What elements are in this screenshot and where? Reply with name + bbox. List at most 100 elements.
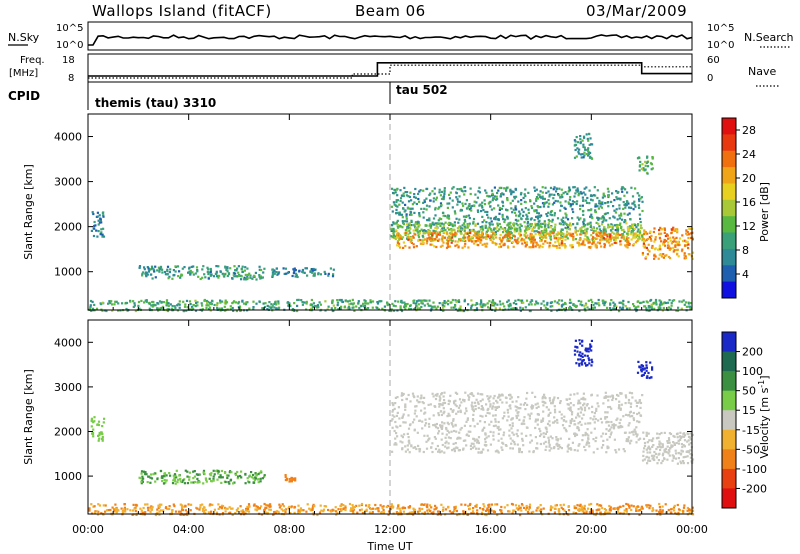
velocity-cell [591, 511, 594, 514]
power-cell [666, 234, 669, 237]
velocity-cell [619, 418, 622, 421]
power-cell [467, 205, 470, 208]
power-cell [507, 246, 510, 249]
velocity-cell [393, 443, 396, 446]
power-cell [579, 138, 582, 141]
power-cell [603, 218, 606, 221]
velocity-cell [421, 427, 424, 430]
velocity-cell [236, 470, 239, 474]
power-cell [540, 238, 543, 242]
velocity-cell [548, 445, 551, 448]
velocity-cell [602, 444, 605, 447]
velocity-cell [226, 476, 229, 479]
power-cell [510, 191, 513, 194]
power-cell [344, 299, 347, 302]
power-cell [492, 231, 495, 234]
power-cell [676, 309, 680, 312]
velocity-cell [188, 471, 191, 474]
power-cell [188, 300, 192, 303]
velocity-cell [151, 506, 154, 509]
power-cell [435, 224, 438, 227]
power-cell [642, 168, 645, 171]
velocity-cell [447, 412, 450, 415]
power-cell [532, 246, 535, 249]
velocity-cell [652, 444, 655, 447]
power-cell [158, 300, 162, 303]
power-cell [459, 227, 462, 230]
power-cell [107, 302, 110, 305]
power-cell [533, 186, 536, 189]
power-cell [683, 257, 686, 260]
velocity-cell [409, 423, 412, 426]
power-cell [174, 307, 177, 310]
velocity-cell [479, 400, 482, 403]
velocity-cell [142, 477, 145, 480]
velocity-cell [616, 393, 619, 397]
velocity-cell [487, 510, 490, 513]
power-cell [145, 275, 148, 278]
power-cell [638, 206, 641, 209]
power-cell [534, 245, 537, 248]
velocity-cell [437, 412, 440, 415]
velocity-cell [211, 503, 214, 506]
power-cell [560, 218, 563, 221]
velocity-cell [174, 482, 177, 485]
power-cell [172, 269, 175, 272]
power-cell [409, 304, 412, 307]
power-cell [404, 308, 407, 311]
velocity-cell [643, 447, 646, 450]
power-cell [450, 229, 453, 232]
power-cell [468, 222, 471, 225]
velocity-cell [530, 511, 533, 514]
velocity-cell [424, 411, 427, 414]
velocity-cell [686, 509, 689, 512]
velocity-cell [485, 403, 488, 406]
power-cell [579, 153, 582, 156]
power-cell [432, 223, 435, 226]
power-cell [618, 223, 621, 227]
velocity-cell [471, 401, 474, 404]
velocity-cell [418, 447, 421, 451]
power-cell [405, 215, 408, 218]
power-cell [667, 306, 671, 309]
power-cell [262, 302, 265, 305]
power-cell [166, 265, 170, 268]
velocity-cell [624, 402, 627, 405]
velocity-cell [669, 432, 673, 436]
power-cell [605, 219, 608, 222]
velocity-cell [606, 438, 609, 441]
power-cell [625, 244, 628, 247]
velocity-cell [152, 473, 155, 476]
power-cell [232, 271, 235, 275]
power-cell [90, 309, 93, 312]
power-cell [614, 234, 618, 237]
power-cell [572, 237, 575, 240]
power-cell [234, 272, 237, 275]
power-cell [471, 229, 474, 232]
velocity-cell [639, 437, 642, 440]
velocity-cell [577, 358, 580, 361]
power-cell [133, 304, 136, 307]
power-cell [226, 267, 229, 270]
velocity-cell [583, 409, 587, 412]
power-cell [369, 301, 372, 304]
velocity-cell [288, 478, 291, 481]
velocity-cell [471, 418, 475, 421]
power-cell [590, 143, 593, 146]
velocity-cell [481, 398, 484, 401]
power-cell [575, 155, 578, 158]
velocity-cell [518, 447, 521, 450]
power-cell [547, 211, 550, 214]
velocity-cell [661, 444, 664, 447]
power-cell [418, 215, 421, 218]
power-cell [548, 244, 551, 247]
velocity-cell [515, 409, 518, 412]
power-cell [419, 230, 422, 233]
velocity-cell [659, 513, 662, 516]
velocity-cell [566, 450, 569, 453]
power-cell [602, 234, 605, 237]
power-cell [469, 192, 472, 196]
velocity-cell [220, 469, 223, 473]
velocity-cell [436, 392, 439, 396]
power-cell [251, 277, 254, 280]
